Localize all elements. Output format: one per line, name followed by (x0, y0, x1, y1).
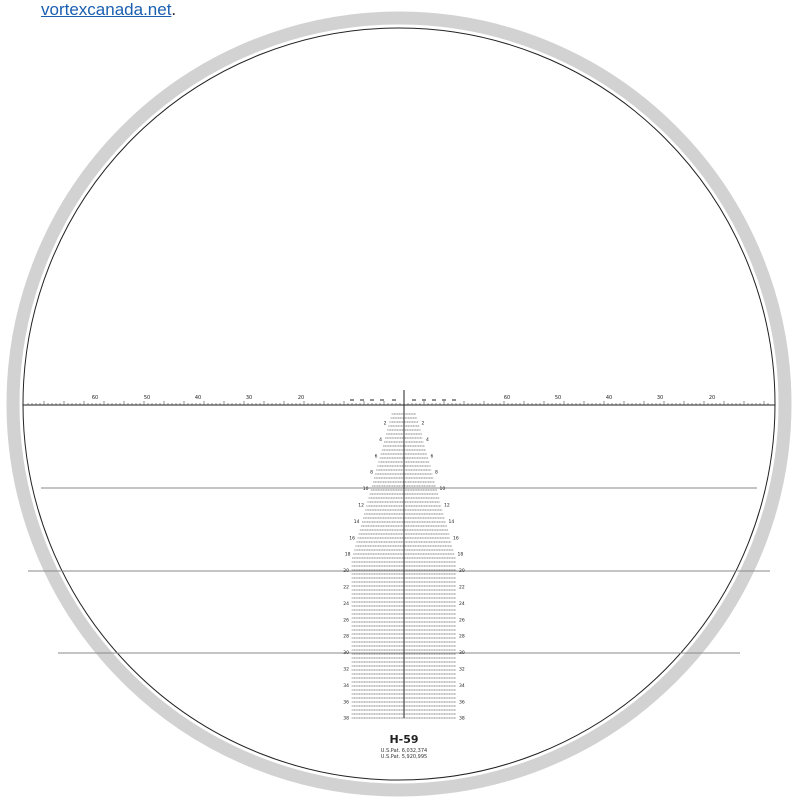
tree-label-right: 34 (459, 683, 465, 689)
patent-line-2: U.S.Pat. 5,920,995 (381, 754, 427, 760)
horizontal-scale-ticks (27, 399, 769, 405)
tree-label-left: 2 (384, 421, 387, 427)
tree-label-right: 32 (459, 667, 465, 673)
outer-gray-ring (6, 11, 792, 797)
tree-label-left: 22 (343, 585, 349, 591)
tree-label-left: 32 (343, 667, 349, 673)
tree-label-left: 24 (343, 601, 349, 607)
tree-label-left: 20 (343, 568, 349, 574)
tree-label-right: 26 (459, 617, 465, 623)
h-major-label: 30 (246, 395, 252, 401)
h-major-label: 40 (195, 395, 201, 401)
tree-label-left: 12 (358, 503, 364, 509)
horizontal-scale-labels: 60 60 50 50 40 40 30 30 20 20 (92, 395, 715, 401)
tree-label-right: 22 (459, 585, 465, 591)
h-major-label: 30 (657, 395, 663, 401)
tree-label-left: 26 (343, 617, 349, 623)
tree-label-right: 38 (459, 716, 465, 722)
tree-label-left: 8 (370, 470, 373, 476)
tree-label-right: 6 (430, 453, 433, 459)
h-major-label: 20 (298, 395, 304, 401)
tree-label-right: 36 (459, 699, 465, 705)
tree-label-right: 14 (449, 519, 455, 525)
tree-label-left: 36 (343, 699, 349, 705)
tree-label-left: 30 (343, 650, 349, 656)
tree-label-left: 18 (345, 552, 351, 558)
reticle-circle (22, 27, 776, 781)
tree-label-right: 30 (459, 650, 465, 656)
tree-label-left: 10 (363, 486, 369, 492)
tree-label-right: 18 (458, 552, 464, 558)
tree-label-left: 16 (349, 535, 355, 541)
tree-label-left: 6 (375, 453, 378, 459)
h-major-label: 50 (144, 395, 150, 401)
vortex-link-text: vortexcanada.net. (41, 0, 176, 20)
tree-label-right: 24 (459, 601, 465, 607)
tree-label-right: 8 (435, 470, 438, 476)
patent-line-1: U.S.Pat. 6,032,374 (381, 748, 427, 754)
tree-label-left: 28 (343, 634, 349, 640)
h-major-label: 60 (504, 395, 510, 401)
tree-label-left: 4 (379, 437, 382, 443)
tree-label-left: 14 (354, 519, 360, 525)
tree-label-right: 4 (426, 437, 429, 443)
h-major-label: 40 (606, 395, 612, 401)
h-major-label: 50 (555, 395, 561, 401)
vortexcanada-link[interactable]: vortexcanada.net (41, 0, 172, 19)
reticle-name: H-59 (389, 733, 418, 746)
tree-label-right: 16 (453, 535, 459, 541)
tree-label-right: 12 (444, 503, 450, 509)
link-period: . (171, 0, 177, 19)
h-major-label: 20 (709, 395, 715, 401)
tree-label-right: 10 (440, 486, 446, 492)
tree-label-right: 2 (421, 421, 424, 427)
tree-label-right: 20 (459, 568, 465, 574)
h-major-label: 60 (92, 395, 98, 401)
tree-label-left: 38 (343, 716, 349, 722)
tree-label-left: 34 (343, 683, 349, 689)
tree-label-right: 28 (459, 634, 465, 640)
